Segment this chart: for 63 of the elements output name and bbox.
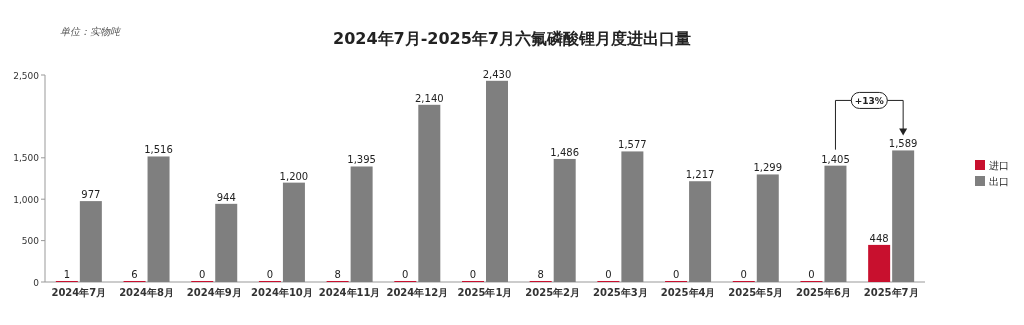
y-tick-label: 1,500	[13, 153, 40, 164]
data-label: 0	[199, 269, 206, 280]
x-tick-label: 2025年6月	[796, 287, 851, 298]
x-tick-label: 2025年5月	[728, 287, 784, 298]
data-label: 0	[469, 269, 477, 280]
y-tick-label: 500	[21, 236, 40, 247]
data-label: 1,299	[753, 162, 783, 174]
data-label: 1,577	[618, 139, 647, 151]
data-label: 2,140	[414, 92, 444, 104]
x-tick-label: 2024年12月	[386, 287, 449, 298]
data-label: 1	[63, 269, 71, 280]
data-label: 6	[131, 269, 138, 280]
data-label: 1,395	[347, 154, 376, 166]
data-label: 1,516	[144, 144, 173, 156]
data-label: 977	[81, 189, 101, 201]
data-label: 1,405	[821, 153, 850, 165]
bar	[282, 182, 305, 282]
bar	[215, 203, 238, 282]
bar	[892, 150, 915, 282]
legend-label: 出口	[989, 176, 1009, 187]
bar	[486, 80, 508, 282]
bar	[824, 165, 847, 282]
data-label: 0	[605, 269, 612, 280]
data-label: 1,486	[550, 146, 580, 158]
bar	[868, 244, 891, 282]
data-label: 944	[216, 191, 236, 203]
y-tick-label: 2,500	[13, 70, 40, 81]
chart-subtitle: 单位：实物吨	[60, 26, 122, 37]
y-tick-label: 1,000	[13, 194, 40, 205]
x-tick-label: 2024年9月	[186, 287, 242, 298]
data-label: 1,589	[888, 138, 918, 150]
x-tick-label: 2024年7月	[51, 287, 107, 298]
data-label: 1,200	[279, 170, 309, 182]
bar	[350, 166, 373, 282]
x-tick-label: 2024年10月	[251, 287, 313, 298]
x-tick-label: 2025年3月	[592, 287, 648, 298]
bar	[689, 181, 712, 282]
data-label: 0	[740, 269, 747, 280]
x-tick-label: 2025年7月	[863, 287, 919, 298]
x-tick-label: 2025年2月	[525, 287, 581, 298]
x-tick-label: 2024年8月	[119, 287, 174, 298]
bar	[756, 174, 779, 282]
data-label: 8	[537, 269, 544, 280]
bar	[147, 156, 170, 282]
x-tick-label: 2024年11月	[318, 287, 381, 298]
data-label: 1,217	[685, 169, 715, 181]
bar	[553, 158, 576, 282]
annotation: +13%	[854, 95, 884, 106]
legend-label: 进口	[989, 160, 1009, 171]
bar	[79, 201, 102, 282]
bar	[418, 104, 441, 282]
bar	[621, 151, 644, 282]
data-label: 0	[266, 269, 274, 280]
data-label: 0	[808, 269, 815, 280]
chart-title: 2024年7月-2025年7月六氟磷酸锂月度进出口量	[333, 29, 691, 48]
data-label: 448	[869, 232, 889, 244]
x-tick-label: 2025年4月	[660, 287, 716, 298]
data-label: 0	[672, 269, 680, 280]
data-label: 2,430	[482, 68, 512, 80]
data-label: 8	[334, 269, 341, 280]
x-tick-label: 2025年1月	[457, 287, 513, 298]
data-label: 0	[402, 269, 409, 280]
y-tick-label: 0	[33, 277, 40, 288]
